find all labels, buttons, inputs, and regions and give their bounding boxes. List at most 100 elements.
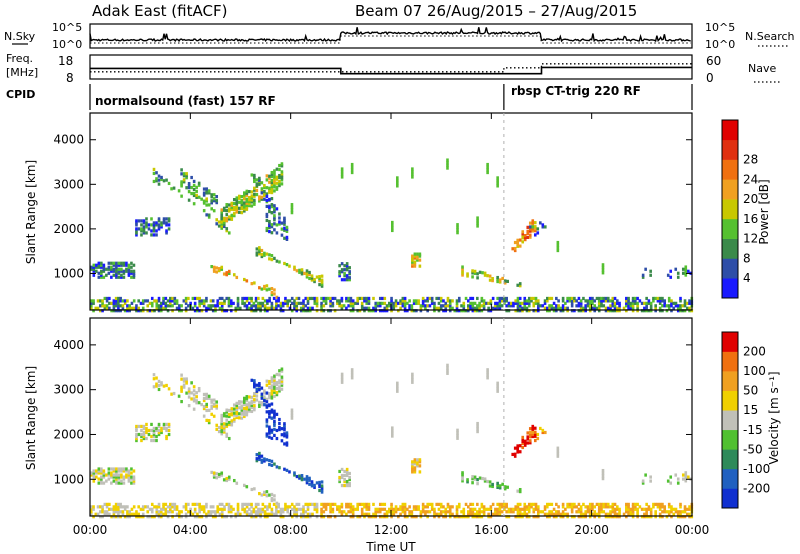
velocity-echo-cell	[202, 414, 206, 418]
power-echo-cell	[265, 198, 269, 202]
power-echo-cell	[627, 299, 630, 303]
power-echo-cell	[157, 299, 161, 303]
velocity-echo-cell	[679, 515, 682, 519]
power-echo-cell	[97, 271, 101, 275]
power-echo-cell	[403, 306, 407, 310]
velocity-echo-cell	[348, 471, 351, 476]
power-echo-cell	[461, 271, 464, 275]
velocity-echo-cell	[195, 391, 198, 395]
power-echo-cell	[412, 309, 416, 313]
power-echo-cell	[235, 206, 239, 210]
velocity-echo-cell	[411, 464, 414, 468]
power-echo-cell	[340, 296, 344, 301]
y-tick-label: 2000	[53, 427, 84, 441]
velocity-echo-cell	[268, 392, 271, 396]
velocity-echo-cell	[507, 510, 511, 514]
power-echo-cell	[250, 196, 254, 200]
velocity-echo-cell	[496, 502, 499, 506]
velocity-echo-cell	[225, 476, 229, 481]
velocity-echo-cell	[225, 418, 229, 422]
power-echo-cell	[295, 309, 299, 313]
velocity-echo-cell	[114, 505, 118, 509]
velocity-echo-cell	[348, 477, 351, 482]
power-echo-cell	[189, 301, 192, 305]
power-echo-cell	[365, 296, 369, 301]
velocity-echo-cell	[496, 510, 499, 514]
power-echo-cell	[94, 306, 98, 310]
power-echo-cell	[159, 304, 163, 308]
power-echo-cell	[119, 296, 122, 301]
velocity-echo-cell	[302, 510, 305, 514]
velocity-echo-cell	[160, 430, 163, 435]
velocity-echo-cell	[588, 505, 592, 509]
velocity-echo-cell	[257, 512, 260, 516]
power-echo-cell	[110, 267, 113, 271]
power-echo-cell	[95, 269, 98, 273]
velocity-echo-cell	[110, 481, 113, 485]
power-echo-cell	[526, 235, 530, 239]
power-echo-cell	[243, 207, 246, 211]
power-echo-cell	[266, 299, 269, 303]
power-echo-cell	[523, 238, 527, 242]
power-echo-cell	[288, 299, 292, 303]
power-echo-cell	[439, 304, 443, 308]
power-echo-cell	[130, 261, 133, 265]
velocity-echo-cell	[329, 515, 332, 519]
power-echo-cell	[464, 296, 468, 301]
power-echo-cell	[278, 183, 281, 188]
velocity-echo-cell	[165, 434, 168, 439]
power-echo-cell	[253, 281, 256, 285]
power-echo-cell	[140, 219, 143, 223]
power-echo-cell	[235, 275, 239, 280]
power-echo-cell	[640, 309, 644, 313]
power-echo-cell	[570, 304, 574, 308]
velocity-echo-cell	[408, 512, 411, 516]
power-echo-cell	[531, 219, 535, 223]
velocity-echo-cell	[683, 505, 687, 509]
velocity-echo-cell	[601, 471, 605, 475]
power-echo-cell	[322, 296, 326, 301]
power-echo-cell	[290, 203, 294, 207]
power-echo-cell	[521, 309, 524, 313]
velocity-echo-cell	[250, 512, 253, 516]
velocity-echo-cell	[92, 473, 96, 477]
velocity-echo-cell	[597, 507, 601, 511]
velocity-echo-cell	[112, 507, 116, 511]
velocity-echo-cell	[130, 507, 134, 511]
power-echo-cell	[315, 301, 319, 305]
velocity-echo-cell	[478, 507, 481, 511]
power-echo-cell	[155, 299, 159, 303]
power-echo-cell	[265, 226, 269, 231]
power-colorbar-tick: 20	[743, 192, 758, 206]
power-echo-cell	[146, 299, 150, 303]
velocity-echo-cell	[283, 428, 286, 432]
velocity-echo-cell	[90, 473, 93, 477]
velocity-echo-cell	[270, 378, 274, 382]
power-echo-cell	[117, 271, 121, 275]
power-echo-cell	[121, 304, 125, 308]
power-echo-cell	[283, 222, 286, 226]
power-echo-cell	[500, 299, 504, 303]
velocity-echo-cell	[516, 507, 520, 511]
power-echo-cell	[446, 304, 450, 308]
velocity-echo-cell	[518, 512, 522, 516]
velocity-echo-cell	[212, 414, 216, 418]
velocity-echo-cell	[679, 502, 682, 506]
power-echo-cell	[302, 299, 305, 303]
power-echo-cell	[546, 309, 549, 313]
power-echo-cell	[503, 279, 507, 283]
cpid-segment-1-label: normalsound (fast) 157 RF	[95, 94, 276, 108]
velocity-echo-cell	[531, 428, 535, 433]
power-echo-cell	[627, 304, 630, 308]
velocity-echo-cell	[302, 507, 305, 511]
velocity-echo-cell	[218, 507, 222, 511]
velocity-echo-cell	[286, 505, 290, 509]
velocity-echo-cell	[322, 515, 326, 519]
power-echo-cell	[135, 231, 138, 235]
power-echo-cell	[254, 304, 258, 308]
power-echo-cell	[115, 271, 118, 275]
velocity-echo-cell	[315, 507, 319, 511]
power-echo-cell	[160, 221, 163, 225]
power-echo-cell	[279, 306, 283, 310]
velocity-echo-cell	[153, 505, 156, 509]
